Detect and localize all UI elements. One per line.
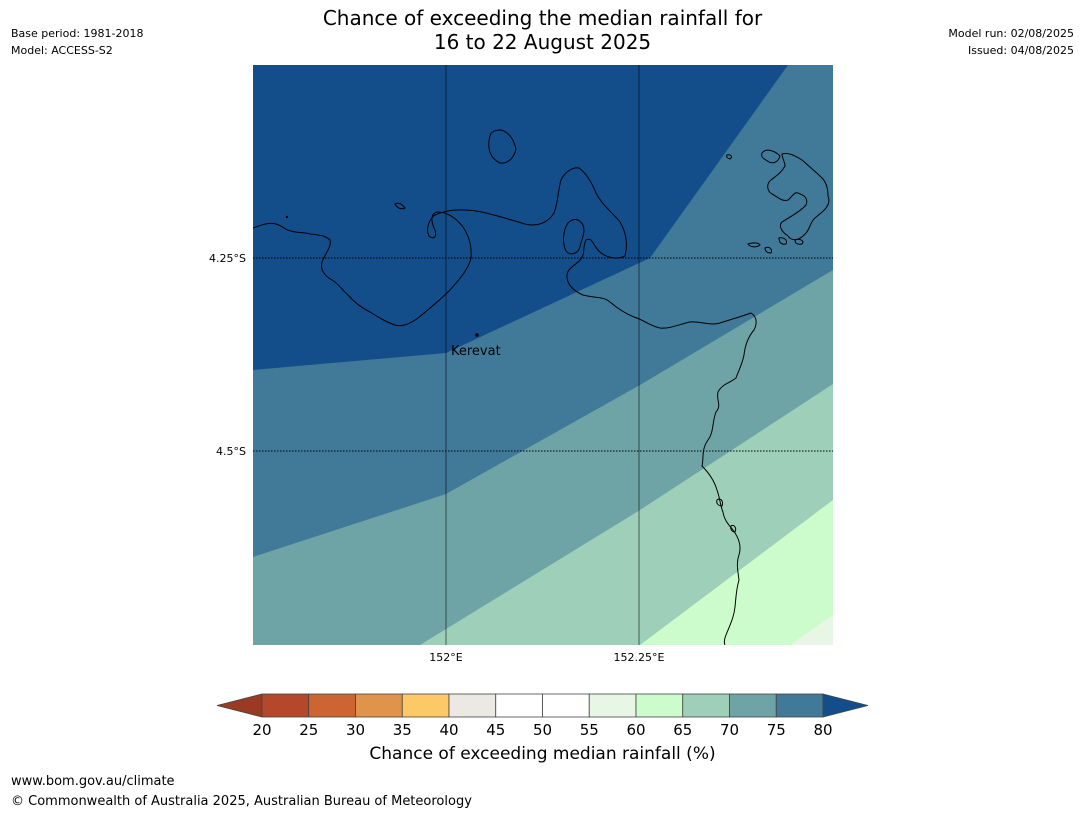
lon-label-152-25: 152.25°E bbox=[614, 651, 665, 664]
colorbar-bin bbox=[729, 693, 777, 718]
colorbar-tick-label: 30 bbox=[346, 721, 365, 739]
colorbar-bin bbox=[261, 693, 310, 718]
colorbar-bin bbox=[495, 693, 543, 718]
kerevat-label: Kerevat bbox=[451, 344, 501, 359]
issued-text: Issued: 04/08/2025 bbox=[967, 44, 1074, 57]
probability-fill bbox=[253, 65, 833, 645]
band-55-60 bbox=[790, 615, 833, 645]
colorbar-tick-label: 70 bbox=[720, 721, 739, 739]
colorbar-tick-label: 20 bbox=[252, 721, 271, 739]
colorbar-tick-label: 50 bbox=[533, 721, 552, 739]
footer-copyright: © Commonwealth of Australia 2025, Austra… bbox=[11, 794, 472, 809]
footer-url: www.bom.gov.au/climate bbox=[11, 774, 175, 789]
colorbar-tick-label: 75 bbox=[767, 721, 786, 739]
colorbar-bin bbox=[635, 693, 684, 718]
colorbar-tick-label: 45 bbox=[486, 721, 505, 739]
colorbar-bin bbox=[355, 693, 403, 718]
base-period-text: Base period: 1981-2018 bbox=[11, 27, 144, 40]
colorbar-bin bbox=[448, 693, 497, 718]
title-line-1: Chance of exceeding the median rainfall … bbox=[322, 6, 763, 30]
lon-label-152: 152°E bbox=[429, 651, 462, 664]
colorbar-tick-label: 60 bbox=[626, 721, 645, 739]
colorbar-bin bbox=[401, 693, 450, 718]
colorbar-under-arrow bbox=[216, 693, 263, 718]
map: Kerevat 4.25°S 4.5°S 152°E 152.25°E bbox=[209, 65, 833, 664]
colorbar-bin bbox=[682, 693, 730, 718]
model-run-text: Model run: 02/08/2025 bbox=[948, 27, 1074, 40]
colorbar-tick-label: 40 bbox=[439, 721, 458, 739]
colorbar-ticks: 20 25 30 35 40 45 50 55 60 65 70 75 80 bbox=[252, 721, 832, 739]
colorbar-bin bbox=[775, 693, 824, 718]
colorbar-bin bbox=[308, 693, 356, 718]
colorbar-label: Chance of exceeding median rainfall (%) bbox=[369, 744, 716, 764]
title-line-2: 16 to 22 August 2025 bbox=[433, 30, 652, 54]
colorbar-bin bbox=[588, 693, 637, 718]
lat-label-4-5: 4.5°S bbox=[216, 445, 246, 458]
colorbar-tick-label: 35 bbox=[393, 721, 412, 739]
metadata-left: Base period: 1981-2018 Model: ACCESS-S2 bbox=[11, 25, 143, 59]
colorbar-tick-label: 25 bbox=[299, 721, 318, 739]
colorbar-tick-label: 80 bbox=[813, 721, 832, 739]
metadata-right: Model run: 02/08/2025 Issued: 04/08/2025 bbox=[948, 25, 1074, 59]
islet-marker bbox=[285, 215, 289, 219]
colorbar-tick-label: 55 bbox=[580, 721, 599, 739]
colorbar-over-arrow bbox=[822, 693, 869, 718]
colorbar-bins bbox=[216, 693, 869, 718]
colorbar-tick-label: 65 bbox=[673, 721, 692, 739]
lat-label-4-25: 4.25°S bbox=[209, 252, 246, 265]
band-60-65 bbox=[640, 500, 833, 645]
colorbar-bin bbox=[542, 693, 590, 718]
map-title: Chance of exceeding the median rainfall … bbox=[0, 6, 1085, 54]
graticule bbox=[253, 65, 833, 645]
kerevat-marker bbox=[475, 333, 479, 337]
band-over-80 bbox=[253, 65, 788, 370]
model-text: Model: ACCESS-S2 bbox=[11, 44, 113, 57]
